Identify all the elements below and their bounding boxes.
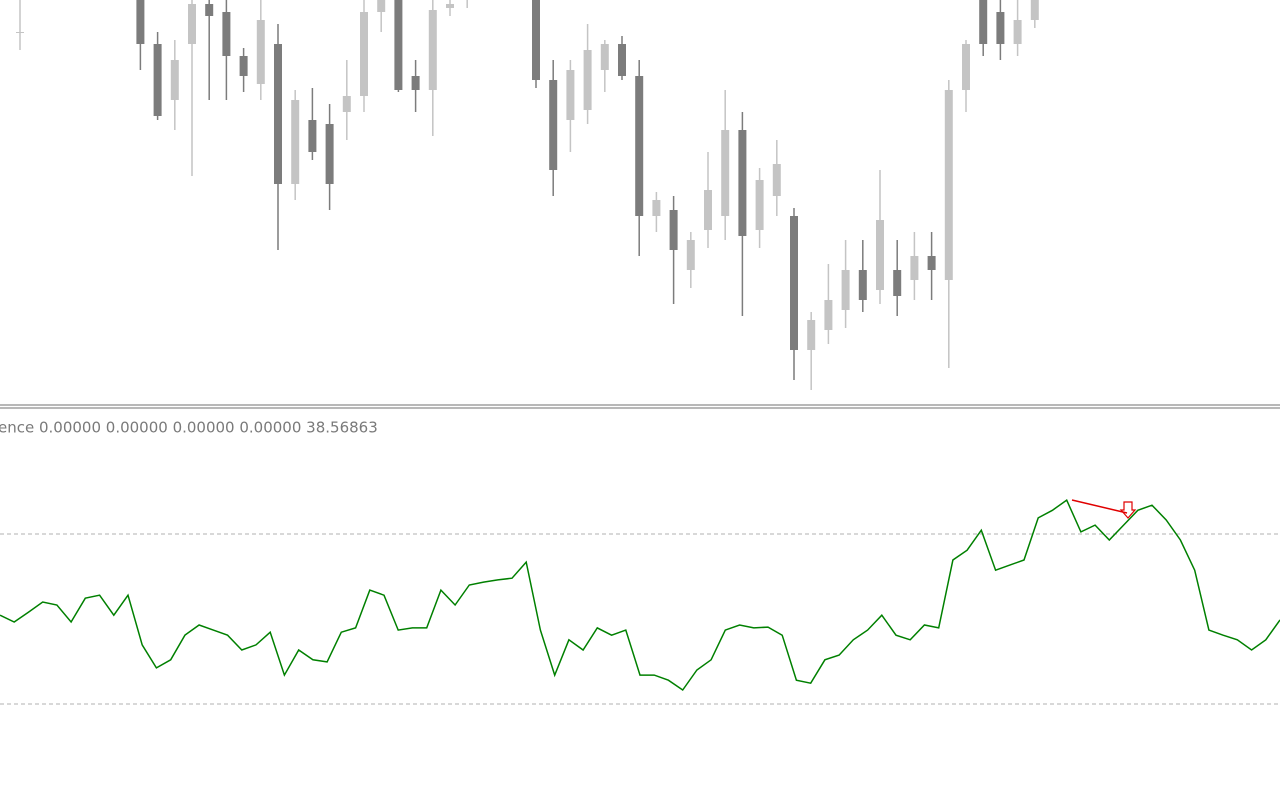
- candle-body: [308, 120, 317, 152]
- candle-body: [153, 44, 162, 116]
- candle-body: [807, 320, 816, 350]
- candle-body: [996, 12, 1005, 44]
- divergence-line: [1071, 499, 1128, 514]
- candle-body: [291, 100, 300, 184]
- candle-body: [16, 32, 24, 33]
- candle-body: [927, 256, 936, 270]
- candle-body: [910, 256, 919, 280]
- candle-body: [704, 190, 712, 230]
- candle-body: [669, 210, 678, 250]
- candle-body: [222, 12, 231, 56]
- candle-body: [790, 216, 798, 350]
- signal-arrow: [1119, 501, 1137, 519]
- candle-body: [342, 96, 351, 112]
- candle-body: [136, 0, 145, 44]
- candle-body: [686, 240, 695, 270]
- candle-body: [600, 44, 609, 70]
- candle-body: [1013, 20, 1022, 44]
- candle-body: [635, 76, 644, 216]
- indicator-label: ence 0.00000 0.00000 0.00000 0.00000 38.…: [0, 419, 378, 437]
- candle-body: [239, 56, 248, 76]
- candle-body: [566, 70, 575, 120]
- candle-body: [876, 220, 884, 290]
- candle-body: [721, 130, 730, 216]
- candle-body: [962, 44, 970, 90]
- candle-body: [755, 180, 764, 230]
- candle-body: [377, 0, 386, 12]
- candle-body: [274, 44, 282, 184]
- candle-body: [325, 124, 334, 184]
- candle-body: [618, 44, 626, 76]
- candle-body: [738, 130, 747, 236]
- candle-body: [652, 200, 661, 216]
- candle-body: [858, 270, 867, 300]
- candle-body: [360, 12, 368, 96]
- candle-body: [893, 270, 902, 296]
- candle-body: [188, 4, 196, 44]
- candle-body: [549, 80, 558, 170]
- candle-body: [583, 50, 592, 110]
- candle-body: [841, 270, 850, 310]
- candle-body: [1030, 0, 1039, 20]
- candle-body: [824, 300, 833, 330]
- candle-body: [532, 0, 540, 80]
- candle-body: [944, 90, 953, 280]
- candle-body: [256, 20, 265, 84]
- indicator-line: [0, 498, 1280, 692]
- candle-body: [394, 0, 403, 90]
- candle-body: [446, 4, 454, 8]
- price-panel: [16, 0, 1039, 390]
- indicator-panel: [0, 498, 1280, 705]
- candle-body: [428, 10, 437, 90]
- candle-body: [979, 0, 988, 44]
- candle-body: [205, 4, 214, 16]
- divergence-signal: [1071, 499, 1137, 519]
- candle-body: [411, 76, 420, 90]
- candle-body: [772, 164, 781, 196]
- candle-body: [170, 60, 179, 100]
